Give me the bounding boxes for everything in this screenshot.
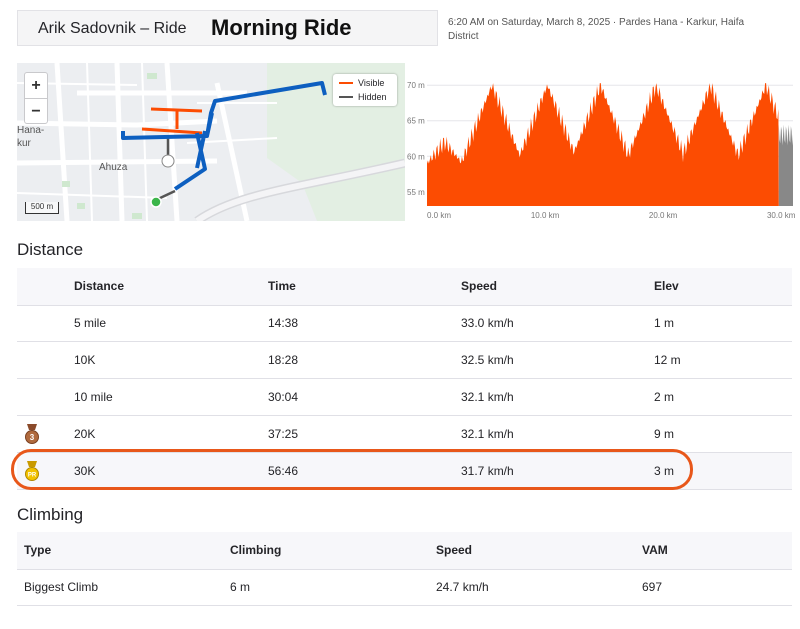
third-place-medal-icon: 3 xyxy=(25,424,39,444)
x-tick-label: 10.0 km xyxy=(531,211,560,220)
y-tick-label: 60 m xyxy=(407,152,425,161)
col-time: Time xyxy=(268,279,296,293)
row-distance: 10 mile xyxy=(74,390,113,404)
col-speed: Speed xyxy=(461,279,498,293)
climbing-table: Type Climbing Speed VAM Biggest Climb 6 … xyxy=(17,532,792,606)
route-map[interactable]: + − Visible Hidden Hana- kur Ahuza 500 m xyxy=(17,63,405,221)
distance-table-header: Distance Time Speed Elev xyxy=(17,268,792,306)
legend-visible: Visible xyxy=(339,77,384,89)
table-row[interactable]: 3 20K 37:25 32.1 km/h 9 m xyxy=(17,416,792,453)
legend-hidden: Hidden xyxy=(339,91,387,103)
row-time: 56:46 xyxy=(268,464,299,478)
col-type: Type xyxy=(24,543,52,557)
elevation-area-visible xyxy=(427,83,779,206)
activity-title: Morning Ride xyxy=(211,15,352,40)
y-tick-label: 55 m xyxy=(407,188,425,197)
row-speed: 32.1 km/h xyxy=(461,390,514,404)
climbing-section-title: Climbing xyxy=(17,505,84,524)
row-elev: 12 m xyxy=(654,353,681,367)
row-time: 30:04 xyxy=(268,390,299,404)
svg-text:3: 3 xyxy=(30,433,35,442)
col-distance: Distance xyxy=(74,279,125,293)
row-speed: 24.7 km/h xyxy=(436,580,489,594)
route-legend: Visible Hidden xyxy=(333,74,397,106)
start-marker xyxy=(150,196,162,208)
map-label-ahuza: Ahuza xyxy=(99,162,128,173)
row-speed: 32.5 km/h xyxy=(461,353,514,367)
row-elev: 3 m xyxy=(654,464,675,478)
personal-record-medal-icon: PR xyxy=(25,461,39,481)
row-speed: 32.1 km/h xyxy=(461,427,514,441)
row-distance: 30K xyxy=(74,464,96,478)
col-climbing: Climbing xyxy=(230,543,282,557)
map-label-kur: kur xyxy=(17,138,31,149)
row-distance: 20K xyxy=(74,427,96,441)
visible-route xyxy=(141,107,203,135)
row-distance: 10K xyxy=(74,353,96,367)
col-vam: VAM xyxy=(642,543,668,557)
table-row[interactable]: Biggest Climb 6 m 24.7 km/h 697 xyxy=(17,569,792,606)
row-elev: 9 m xyxy=(654,427,675,441)
legend-hidden-swatch xyxy=(339,96,353,98)
elevation-chart[interactable]: 70 m 65 m 60 m 55 m 0.0 km 10.0 km 20.0 km 30.… xyxy=(405,63,800,221)
row-climbing: 6 m xyxy=(230,580,251,594)
col-speed: Speed xyxy=(436,543,473,557)
table-row[interactable]: PR 30K 56:46 31.7 km/h 3 m xyxy=(17,453,792,490)
table-row[interactable]: 10K 18:28 32.5 km/h 12 m xyxy=(17,342,792,379)
row-speed: 33.0 km/h xyxy=(461,316,514,330)
activity-meta: 6:20 AM on Saturday, March 8, 2025 · Par… xyxy=(448,17,745,42)
row-elev: 1 m xyxy=(654,316,675,330)
map-label-hana: Hana- xyxy=(17,125,45,136)
distance-section-title: Distance xyxy=(17,240,84,259)
climbing-table-header: Type Climbing Speed VAM xyxy=(17,532,792,570)
y-tick-label: 65 m xyxy=(407,117,425,126)
zoom-control: + − xyxy=(24,72,48,124)
elevation-area-hidden xyxy=(778,124,793,206)
y-tick-label: 70 m xyxy=(407,81,425,90)
main-route xyxy=(121,81,327,191)
zoom-out-button[interactable]: − xyxy=(31,103,41,120)
x-tick-label: 20.0 km xyxy=(649,211,678,220)
row-vam: 697 xyxy=(642,580,663,594)
svg-text:PR: PR xyxy=(28,473,37,479)
col-elev: Elev xyxy=(654,279,679,293)
x-tick-label: 30.0 km xyxy=(767,211,796,220)
row-elev: 2 m xyxy=(654,390,675,404)
green-blocks xyxy=(62,73,157,219)
photo-marker xyxy=(161,154,175,168)
x-tick-label: 0.0 km xyxy=(427,211,451,220)
row-time: 18:28 xyxy=(268,353,299,367)
row-distance: 5 mile xyxy=(74,316,107,330)
athlete-activity-type[interactable]: Arik Sadovnik – Ride xyxy=(38,20,187,37)
legend-visible-swatch xyxy=(339,82,353,84)
legend-visible-label: Visible xyxy=(358,78,385,88)
zoom-in-button[interactable]: + xyxy=(25,73,47,99)
map-scale: 500 m xyxy=(25,202,59,214)
table-row[interactable]: 10 mile 30:04 32.1 km/h 2 m xyxy=(17,379,792,416)
distance-table: Distance Time Speed Elev 5 mile 14:38 33… xyxy=(17,268,792,490)
table-row[interactable]: 5 mile 14:38 33.0 km/h 1 m xyxy=(17,305,792,342)
row-time: 37:25 xyxy=(268,427,299,441)
row-time: 14:38 xyxy=(268,316,299,330)
row-speed: 31.7 km/h xyxy=(461,464,514,478)
legend-hidden-label: Hidden xyxy=(358,92,387,102)
streets xyxy=(17,63,250,221)
activity-title-bar: Arik Sadovnik – Ride Morning Ride xyxy=(17,10,438,46)
row-type: Biggest Climb xyxy=(24,580,99,594)
